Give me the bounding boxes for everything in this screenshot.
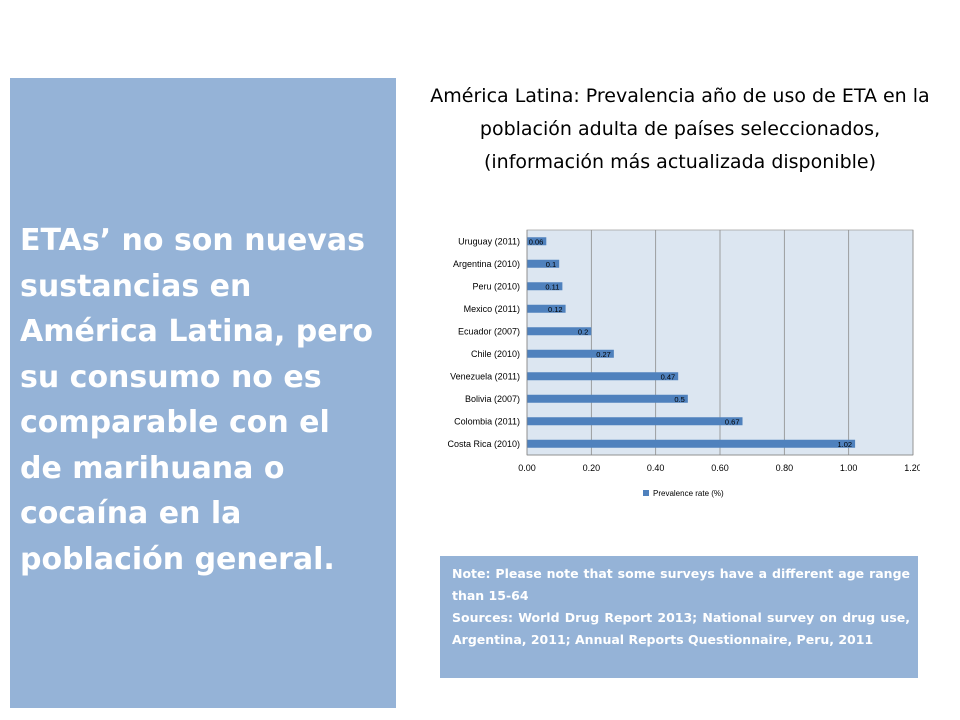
data-label: 0.06 (529, 237, 544, 246)
category-label: Venezuela (2011) (450, 371, 520, 381)
legend-label: Prevalence rate (%) (653, 489, 724, 498)
bar (527, 439, 856, 448)
x-tick-label: 0.20 (583, 463, 601, 473)
x-tick-label: 0.80 (776, 463, 794, 473)
data-label: 0.1 (546, 260, 556, 269)
bar-chart: 0.00 0.20 0.40 0.60 0.80 1.00 1.20 Uruguay (201… (447, 229, 920, 498)
data-label: 1.02 (837, 440, 852, 449)
x-tick-label: 1.00 (840, 463, 858, 473)
category-label: Costa Rica (2010) (447, 439, 520, 449)
note-text: Note: Please note that some surveys have… (452, 566, 910, 603)
bar (527, 282, 563, 291)
category-label: Mexico (2011) (464, 304, 520, 314)
bar (527, 304, 566, 313)
bar (527, 394, 688, 403)
data-label: 0.11 (545, 282, 559, 291)
data-label: 0.5 (674, 395, 684, 404)
x-tick-label: 1.20 (904, 463, 920, 473)
left-panel-text: ETAs’ no son nuevas sustancias en Améric… (20, 223, 374, 577)
bar (527, 417, 743, 426)
data-label: 0.47 (661, 372, 676, 381)
category-label: Uruguay (2011) (458, 236, 520, 246)
data-label: 0.27 (596, 350, 611, 359)
sources-text: Sources: World Drug Report 2013; Nationa… (452, 610, 910, 647)
category-label: Bolivia (2007) (465, 394, 520, 404)
bar (527, 372, 679, 381)
bar (527, 327, 592, 336)
bar (527, 237, 547, 246)
category-label: Colombia (2011) (454, 416, 520, 426)
category-label: Argentina (2010) (453, 259, 520, 269)
chart-title: América Latina: Prevalencia año de uso d… (430, 85, 930, 173)
category-label: Ecuador (2007) (458, 326, 520, 336)
data-label: 0.2 (578, 327, 588, 336)
x-tick-label: 0.40 (647, 463, 665, 473)
note-box: Note: Please note that some surveys have… (440, 556, 918, 678)
bar (527, 349, 614, 358)
data-label: 0.12 (548, 305, 563, 314)
data-label: 0.67 (725, 417, 740, 426)
x-tick-label: 0.60 (711, 463, 729, 473)
bar (527, 259, 560, 268)
category-label: Chile (2010) (471, 349, 520, 359)
category-label: Peru (2010) (472, 281, 520, 291)
left-panel: ETAs’ no son nuevas sustancias en Améric… (10, 78, 396, 708)
x-tick-label: 0.00 (518, 463, 536, 473)
legend-swatch (643, 490, 649, 496)
